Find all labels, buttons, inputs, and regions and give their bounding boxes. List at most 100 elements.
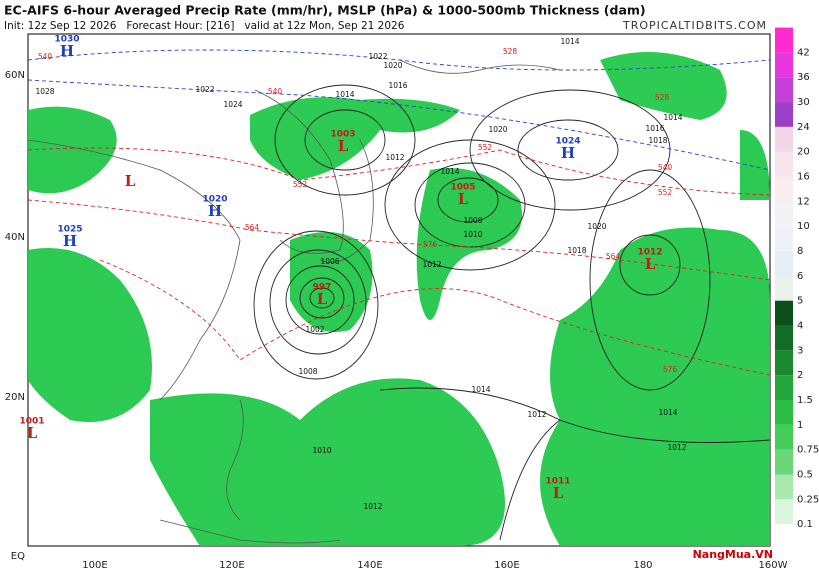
thickness-label: 564 — [606, 252, 621, 261]
pressure-center-value: 1011 — [545, 477, 570, 487]
map-subtitle: Init: 12z Sep 12 2026 Forecast Hour: [21… — [4, 20, 405, 32]
thickness-label: 552 — [293, 180, 308, 189]
thickness-label: 552 — [478, 143, 493, 152]
pressure-center-symbol: L — [645, 255, 656, 273]
colorbar-swatch — [775, 176, 793, 202]
isobar-label: 1012 — [667, 443, 686, 452]
colorbar-swatch — [775, 325, 793, 351]
colorbar-swatch — [775, 474, 793, 500]
pressure-center-symbol: L — [338, 137, 349, 155]
pressure-center-symbol: L — [458, 190, 469, 208]
thickness-label: 528 — [503, 47, 518, 56]
map-title: EC-AIFS 6-hour Averaged Precip Rate (mm/… — [4, 3, 646, 18]
isobar-label: 1012 — [527, 410, 546, 419]
isobar-label: 1002 — [305, 325, 324, 334]
isobar-label: 1024 — [223, 100, 242, 109]
isobar-label: 1010 — [312, 446, 331, 455]
pressure-center-value: 1001 — [19, 417, 44, 427]
colorbar-label: 42 — [797, 47, 810, 58]
pressure-center-symbol: L — [553, 484, 564, 502]
colorbar-label: 36 — [797, 72, 810, 83]
isobar-label: 1018 — [567, 246, 586, 255]
thickness-label: 552 — [658, 188, 673, 197]
lon-label: 160W — [759, 560, 788, 571]
lon-label: 100E — [82, 560, 107, 571]
isobar-label: 1028 — [35, 87, 54, 96]
colorbar-swatch — [775, 126, 793, 152]
colorbar-swatch — [775, 251, 793, 276]
colorbar-swatch — [775, 77, 793, 103]
isobar-label: 1020 — [488, 125, 507, 134]
lon-label: 180 — [633, 560, 652, 571]
colorbar-label: 10 — [797, 221, 810, 232]
isobar-label: 1016 — [645, 124, 664, 133]
colorbar-swatch — [775, 375, 793, 401]
isobar-label: 1014 — [658, 408, 677, 417]
isobar-label: 1012 — [422, 260, 441, 269]
colorbar-swatch — [775, 400, 793, 425]
colorbar: 42 36 30 24 20 16 12 10 8 6 5 4 3 2 1.5 1 0.75 0.5 0.25 0.1 — [775, 27, 819, 530]
colorbar-label: 20 — [797, 147, 810, 158]
isobar-label: 1012 — [385, 153, 404, 162]
thickness-label: 540 — [268, 87, 283, 96]
watermark: NangMua.VN — [693, 548, 773, 561]
pressure-center-symbol: H — [60, 42, 74, 60]
isobar-label: 1020 — [383, 61, 402, 70]
thickness-label: 564 — [245, 223, 260, 232]
colorbar-swatch — [775, 52, 793, 78]
isobar-label: 1012 — [363, 502, 382, 511]
colorbar-label: 0.25 — [797, 494, 819, 505]
colorbar-label: 6 — [797, 271, 803, 282]
colorbar-swatch — [775, 449, 793, 475]
isobar-label: 1010 — [463, 230, 482, 239]
colorbar-label: 8 — [797, 246, 803, 257]
colorbar-swatch — [775, 499, 793, 525]
thickness-label: 540 — [38, 52, 53, 61]
thickness-label: 540 — [658, 163, 673, 172]
pressure-center-symbol: L — [317, 290, 328, 308]
lat-label: 40N — [5, 232, 25, 243]
map-frame — [27, 33, 771, 547]
colorbar-label: 3 — [797, 345, 803, 356]
colorbar-swatch — [775, 275, 793, 301]
lat-label: 60N — [5, 70, 25, 81]
pressure-center-symbol: L — [125, 172, 136, 190]
colorbar-swatch — [775, 300, 793, 326]
colorbar-label: 4 — [797, 321, 803, 332]
colorbar-label: 0.1 — [797, 519, 813, 530]
colorbar-label: 30 — [797, 97, 810, 108]
isobar-label: 1022 — [195, 85, 214, 94]
colorbar-swatch — [775, 201, 793, 227]
colorbar-label: 2 — [797, 370, 803, 381]
isobar-label: 1020 — [587, 222, 606, 231]
colorbar-label: 12 — [797, 196, 810, 207]
thickness-label: 576 — [423, 240, 438, 249]
pressure-center-value: 1025 — [57, 225, 82, 235]
isobar-label: 1008 — [298, 367, 317, 376]
pressure-center-value: 1020 — [202, 195, 227, 205]
isobar-label: 1014 — [663, 113, 682, 122]
colorbar-swatch — [775, 27, 793, 53]
isobar-label: 1014 — [471, 385, 490, 394]
colorbar-swatch — [775, 102, 793, 127]
isobar-label: 1006 — [320, 257, 339, 266]
isobar-label: 1022 — [368, 52, 387, 61]
pressure-center-value: 1012 — [637, 248, 662, 258]
colorbar-label: 1 — [797, 420, 803, 431]
colorbar-label: 5 — [797, 296, 803, 307]
isobar-label: 1016 — [388, 81, 407, 90]
pressure-center-value: 1003 — [330, 130, 355, 140]
colorbar-swatch — [775, 151, 793, 177]
pressure-center-value: 1024 — [555, 137, 580, 147]
isobar-label: 1014 — [440, 167, 459, 176]
isobar-label: 1014 — [335, 90, 354, 99]
isobar-label: 1008 — [463, 216, 482, 225]
pressure-center-value: 997 — [313, 283, 332, 293]
pressure-center-symbol: H — [561, 144, 575, 162]
isobar-label: 1014 — [560, 37, 579, 46]
isobar-label: 1018 — [648, 136, 667, 145]
colorbar-swatch — [775, 424, 793, 450]
colorbar-label: 16 — [797, 172, 810, 183]
